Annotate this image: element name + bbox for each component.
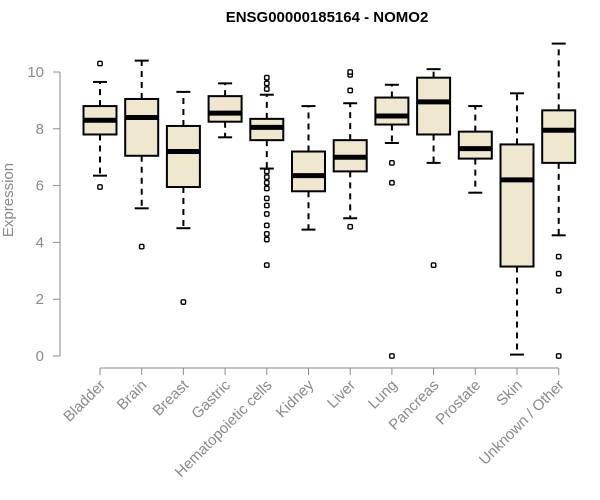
y-tick-label: 10 (27, 64, 44, 81)
x-tick-label: Brain (114, 377, 151, 414)
outlier-point (347, 223, 354, 230)
x-tick-label: Skin (493, 377, 526, 410)
iqr-box (207, 95, 243, 123)
outlier-point (97, 184, 103, 190)
outlier-point (389, 179, 395, 186)
y-tick-label: 8 (36, 121, 44, 138)
outlier-point (430, 262, 437, 269)
chart-title: ENSG00000185164 - NOMO2 (226, 9, 429, 26)
outlier-point (555, 253, 562, 260)
x-tick-label: Liver (324, 377, 359, 412)
box-breast (165, 90, 201, 305)
outlier-point (263, 74, 270, 81)
box-skin (499, 92, 535, 356)
y-tick-label: 2 (36, 291, 44, 308)
iqr-box (165, 124, 201, 189)
box-hematopoietic-cells (249, 74, 285, 269)
outlier-point (263, 80, 270, 87)
boxes-group (82, 42, 577, 359)
outlier-point (263, 222, 270, 229)
outlier-point (389, 159, 395, 166)
iqr-box (291, 150, 326, 193)
x-tick-label: Breast (150, 376, 193, 419)
outlier-point (263, 236, 270, 243)
outlier-point (263, 179, 270, 186)
x-tick-label: Prostate (433, 377, 485, 429)
outlier-point (389, 353, 395, 359)
outlier-point (263, 262, 270, 269)
box-prostate (457, 105, 493, 194)
x-tick-label: Bladder (60, 377, 109, 426)
iqr-box (541, 109, 577, 164)
outlier-point (263, 185, 270, 192)
outlier-point (97, 60, 103, 67)
outlier-point (263, 230, 270, 237)
iqr-box (457, 130, 493, 160)
iqr-box (124, 97, 160, 157)
box-unknown-other (541, 42, 577, 359)
x-tick-label: Kidney (273, 376, 318, 421)
outlier-point (263, 86, 270, 92)
outlier-point (555, 270, 562, 277)
outlier-point (138, 243, 145, 250)
outlier-point (555, 287, 562, 294)
y-tick-label: 0 (36, 348, 44, 365)
outlier-point (180, 299, 187, 305)
box-pancreas (416, 68, 452, 269)
outlier-point (347, 69, 354, 75)
outlier-point (263, 174, 270, 180)
box-liver (332, 69, 368, 230)
y-axis: 0 2 4 6 8 10 (27, 64, 61, 365)
box-kidney (291, 105, 326, 231)
box-brain (124, 59, 160, 250)
x-tick-label: Lung (365, 377, 401, 413)
box-gastric (207, 82, 243, 139)
iqr-box (499, 143, 535, 268)
y-axis-label: Expression (0, 163, 17, 237)
outlier-point (263, 195, 270, 202)
outlier-point (555, 353, 562, 359)
outlier-point (263, 202, 270, 209)
iqr-box (416, 76, 452, 136)
box-bladder (82, 60, 118, 190)
y-tick-label: 4 (36, 234, 44, 251)
outlier-point (347, 87, 354, 94)
y-tick-label: 6 (36, 178, 44, 195)
box-lung (374, 83, 410, 359)
outlier-point (263, 211, 270, 217)
outlier-point (263, 168, 270, 175)
iqr-box (374, 96, 410, 126)
